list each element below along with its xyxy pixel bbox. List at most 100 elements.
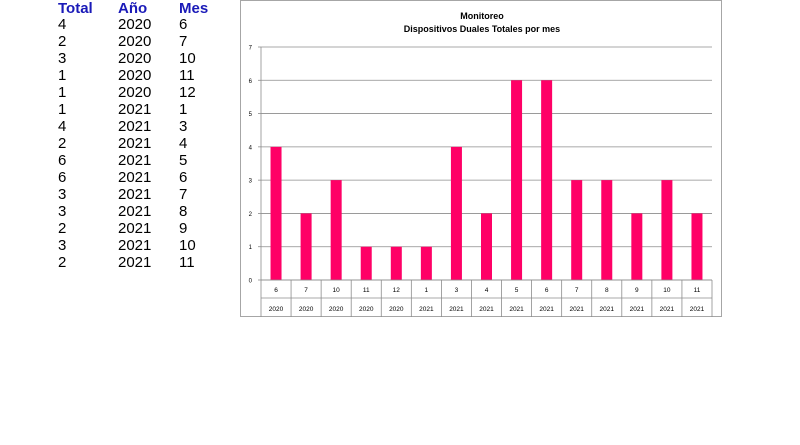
x-tick-label-month: 9 [635,287,639,294]
bar [330,180,342,280]
bar [511,80,523,281]
year-cell: 2020 [118,84,152,101]
x-tick-label-month: 11 [694,287,701,294]
year-cell: 2021 [118,220,152,237]
total-cell: 2 [58,33,67,50]
year-cell: 2021 [118,152,152,169]
total-cell: 2 [58,135,67,152]
x-tick-label-month: 5 [515,287,519,294]
bar [631,213,643,280]
x-tick-label-year: 2021 [509,306,524,313]
x-tick-label-year: 2020 [329,306,344,313]
y-tick-label: 3 [249,179,253,185]
total-cell: 3 [58,186,67,203]
x-tick-label-year: 2021 [419,306,434,313]
month-cell: 10 [179,50,196,67]
y-tick-label: 1 [249,245,253,251]
bar [390,246,402,280]
total-cell: 1 [58,101,67,118]
year-cell: 2021 [118,203,152,220]
month-cell: 8 [179,203,188,220]
month-cell: 6 [179,169,188,186]
chart-title: Monitoreo [460,11,504,21]
bar-chart: Monitoreo Dispositivos Duales Totales por… [249,11,713,317]
y-tick-label: 6 [249,79,253,85]
bar [360,246,372,280]
bar [270,146,282,280]
bar [661,180,673,280]
chart-subtitle: Dispositivos Duales Totales por mes [404,24,560,34]
x-tick-label-year: 2021 [449,306,464,313]
x-tick-label-month: 11 [363,287,370,294]
total-cell: 1 [58,67,67,84]
bar [541,80,553,281]
x-tick-label-month: 10 [333,287,341,294]
month-cell: 6 [179,16,188,33]
year-cell: 2021 [118,254,152,271]
y-tick-label: 2 [249,212,253,218]
x-tick-label-month: 10 [663,287,671,294]
month-cell: 7 [179,33,188,50]
x-tick-label-month: 7 [304,287,308,294]
x-tick-label-year: 2021 [600,306,615,313]
year-cell: 2021 [118,135,152,152]
year-cell: 2021 [118,169,152,186]
x-tick-label-year: 2021 [660,306,675,313]
year-cell: 2021 [118,186,152,203]
total-cell: 6 [58,169,67,186]
total-cell: 3 [58,237,67,254]
x-tick-label-year: 2021 [630,306,645,313]
total-cell: 2 [58,220,67,237]
total-cell: 3 [58,203,67,220]
x-tick-label-year: 2021 [539,306,554,313]
total-cell: 3 [58,50,67,67]
bar [420,246,432,280]
year-cell: 2021 [118,118,152,135]
month-cell: 3 [179,118,188,135]
total-header: Total [58,0,93,17]
x-tick-label-month: 6 [545,287,549,294]
month-cell: 11 [179,67,195,84]
total-cell: 1 [58,84,67,101]
x-tick-label-year: 2020 [269,306,284,313]
x-tick-label-year: 2020 [299,306,314,313]
total-cell: 2 [58,254,67,271]
x-tick-label-year: 2020 [359,306,374,313]
bar [300,213,312,280]
year-cell: 2021 [118,101,152,118]
x-tick-label-month: 4 [485,287,489,294]
month-cell: 7 [179,186,188,203]
x-tick-label-month: 1 [425,287,429,294]
month-cell: 11 [179,254,195,271]
bar [481,213,492,280]
year-cell: 2020 [118,67,152,84]
total-cell: 4 [58,118,67,135]
year-cell: 2020 [118,50,152,67]
x-tick-label-month: 6 [274,287,278,294]
year-cell: 2021 [118,237,152,254]
total-cell: 6 [58,152,67,169]
y-tick-label: 5 [249,112,253,118]
month-cell: 5 [179,152,188,169]
y-tick-label: 7 [249,46,253,52]
x-tick-label-month: 12 [393,287,401,294]
x-tick-label-month: 3 [455,287,459,294]
month-cell: 12 [179,84,196,101]
month-cell: 1 [179,101,188,118]
x-tick-label-year: 2020 [389,306,404,313]
y-tick-label: 0 [249,279,253,285]
x-tick-label-year: 2021 [569,306,584,313]
year-header: Año [118,0,148,17]
chart-frame: Monitoreo Dispositivos Duales Totales por… [240,0,722,317]
month-cell: 10 [179,237,196,254]
bar [450,146,462,280]
y-tick-label: 4 [249,145,253,151]
x-tick-label-month: 8 [605,287,609,294]
x-tick-label-month: 7 [575,287,579,294]
total-cell: 4 [58,16,67,33]
year-cell: 2020 [118,33,152,50]
month-cell: 9 [179,220,188,237]
x-tick-label-year: 2021 [690,306,705,313]
bar [691,213,703,280]
bar [571,180,583,280]
